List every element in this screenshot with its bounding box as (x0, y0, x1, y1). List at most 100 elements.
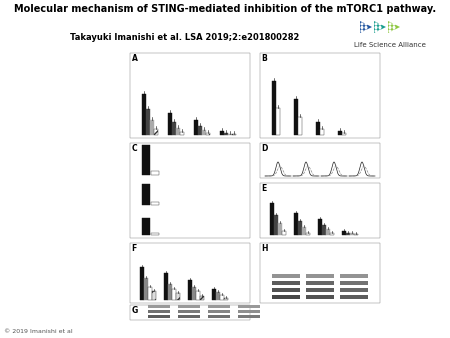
Bar (216, 292, 220, 300)
Bar (238, 314, 260, 318)
Circle shape (361, 27, 363, 28)
Bar (130, 53, 250, 138)
Bar (140, 267, 144, 300)
Text: C: C (131, 144, 137, 153)
Text: Molecular mechanism of STING-mediated inhibition of the mTORC1 pathway.: Molecular mechanism of STING-mediated in… (14, 4, 436, 14)
Bar (150, 171, 158, 175)
Bar (208, 310, 230, 313)
Bar (130, 143, 250, 238)
Circle shape (361, 23, 363, 25)
Bar (148, 287, 152, 300)
Bar (220, 131, 224, 135)
Bar (282, 231, 285, 235)
Text: D: D (261, 144, 268, 153)
Circle shape (361, 30, 363, 32)
Bar (144, 278, 148, 300)
Bar (176, 293, 180, 300)
Bar (238, 305, 260, 308)
Bar (154, 129, 157, 135)
Bar (172, 289, 176, 300)
Bar (172, 121, 176, 135)
Circle shape (379, 23, 381, 25)
Bar (298, 117, 302, 135)
Circle shape (393, 27, 395, 28)
Bar (212, 289, 216, 300)
Circle shape (365, 23, 367, 25)
Bar (318, 219, 321, 235)
Bar (130, 243, 250, 303)
Text: Takayuki Imanishi et al. LSA 2019;2:e201800282: Takayuki Imanishi et al. LSA 2019;2:e201… (70, 32, 300, 42)
Bar (180, 132, 184, 135)
Bar (178, 305, 200, 308)
Bar (148, 305, 170, 308)
Bar (272, 281, 300, 285)
Bar (260, 183, 380, 238)
Circle shape (379, 30, 381, 32)
Bar (178, 310, 200, 313)
Bar (306, 274, 334, 278)
Polygon shape (374, 21, 386, 33)
Circle shape (393, 30, 395, 32)
Bar (342, 133, 346, 135)
Bar (152, 291, 156, 300)
Bar (260, 143, 380, 178)
Polygon shape (388, 21, 400, 33)
Bar (200, 296, 203, 300)
Text: Life Science Alliance: Life Science Alliance (354, 42, 426, 48)
Bar (316, 121, 320, 135)
Bar (142, 94, 145, 135)
Circle shape (389, 23, 391, 25)
Circle shape (389, 27, 391, 28)
Bar (294, 213, 297, 235)
Bar (260, 243, 380, 303)
Bar (220, 294, 224, 300)
Bar (168, 113, 171, 135)
Bar (340, 288, 368, 292)
Bar (192, 287, 195, 300)
Bar (320, 129, 324, 135)
Circle shape (365, 30, 367, 32)
Bar (232, 134, 235, 135)
Bar (340, 274, 368, 278)
Circle shape (389, 30, 391, 32)
Bar (306, 295, 334, 299)
Bar (276, 108, 279, 135)
Text: F: F (131, 244, 137, 253)
Bar (338, 130, 342, 135)
Bar (148, 314, 170, 318)
Bar (150, 202, 158, 205)
Bar (142, 218, 150, 235)
Bar (294, 99, 297, 135)
Bar (238, 310, 260, 313)
Text: H: H (261, 244, 268, 253)
Bar (150, 233, 158, 235)
Circle shape (379, 27, 381, 28)
Bar (350, 234, 354, 235)
Bar (202, 130, 206, 135)
Bar (168, 284, 171, 300)
Circle shape (375, 23, 377, 25)
Bar (198, 126, 202, 135)
Bar (208, 305, 230, 308)
Bar (306, 288, 334, 292)
Text: E: E (261, 184, 267, 193)
Bar (278, 223, 282, 235)
Text: © 2019 Imanishi et al: © 2019 Imanishi et al (4, 329, 72, 334)
Bar (142, 184, 150, 205)
Text: G: G (131, 306, 138, 315)
Bar (178, 314, 200, 318)
Bar (354, 234, 357, 235)
Text: B: B (261, 54, 267, 63)
Circle shape (393, 23, 395, 25)
Bar (272, 274, 300, 278)
Bar (176, 127, 180, 135)
Bar (270, 203, 274, 235)
Bar (260, 53, 380, 138)
Bar (146, 109, 149, 135)
Bar (164, 272, 167, 300)
Bar (306, 281, 334, 285)
Polygon shape (360, 21, 372, 33)
Bar (298, 221, 302, 235)
Bar (346, 233, 350, 235)
Bar (274, 215, 278, 235)
